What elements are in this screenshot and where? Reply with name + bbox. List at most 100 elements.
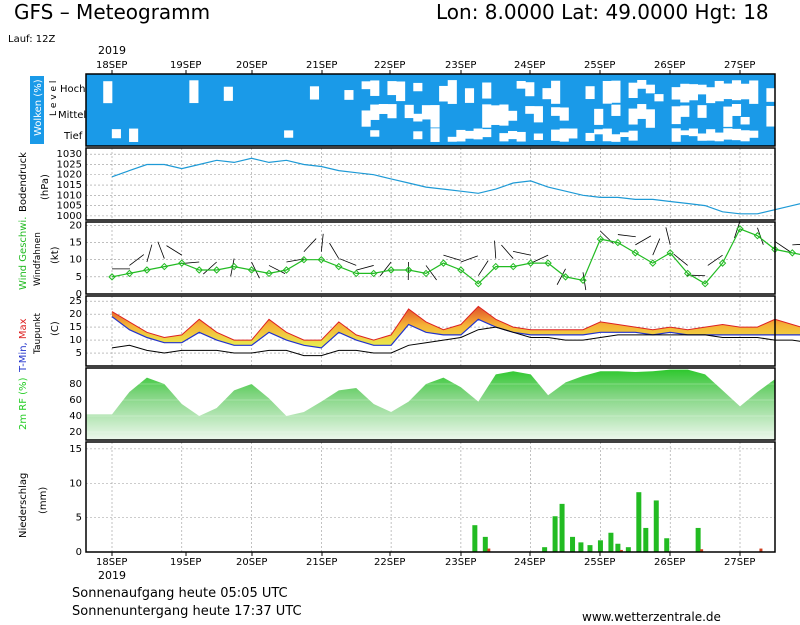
wind-marker: [230, 262, 238, 271]
wind-marker: [335, 262, 343, 271]
precip-bar: [636, 492, 642, 552]
level-label-mid: Mittel: [58, 110, 86, 121]
precip-bar: [472, 525, 478, 552]
cloud-gap: [714, 132, 724, 142]
y-tick-label: 10: [69, 335, 82, 346]
cloud-gap: [680, 83, 690, 103]
wind-marker: [247, 266, 256, 274]
wind-barb: [673, 253, 688, 266]
wind-marker: [125, 269, 134, 278]
dewpoint-axis-label: Taupunkt: [33, 312, 43, 355]
wind-marker: [387, 266, 395, 274]
cloud-gap: [482, 129, 492, 138]
date-label-bottom: 19SEP: [170, 557, 201, 568]
cloud-gap: [533, 133, 543, 140]
cloud-gap: [542, 88, 552, 100]
cloud-gap: [697, 105, 707, 118]
cloud-gap: [482, 104, 492, 128]
wind-marker: [404, 266, 413, 274]
date-label-bottom: 21SEP: [306, 557, 337, 568]
date-label-bottom: 26SEP: [654, 557, 685, 568]
cloud-gap: [559, 128, 569, 142]
wind-marker: [579, 276, 587, 284]
cloud-gap: [740, 116, 750, 125]
level-label-high: Hoch: [60, 84, 85, 95]
y-tick-label: 15: [69, 322, 82, 333]
cloud-gap: [714, 80, 724, 102]
date-label-bottom: 23SEP: [445, 557, 476, 568]
cloud-gap: [637, 80, 647, 89]
wind-marker: [369, 269, 378, 278]
cloud-gap: [430, 128, 440, 142]
cloud-axis-label: Wolken (%): [33, 79, 44, 136]
cloud-gap: [731, 128, 742, 141]
cloud-gap: [499, 133, 509, 142]
y-tick-label: 5: [76, 513, 82, 524]
wind-marker: [143, 266, 151, 274]
cloud-gap: [499, 104, 509, 126]
wind-marker: [701, 280, 709, 288]
wind-barb: [251, 261, 260, 279]
cloud-gap: [533, 106, 543, 123]
cloud-gap: [731, 104, 742, 116]
date-label-bottom: 22SEP: [374, 557, 405, 568]
precip-bar: [552, 516, 558, 552]
cloud-gap: [223, 86, 233, 101]
cloud-gap: [189, 80, 199, 104]
date-label-top: 27SEP: [724, 60, 755, 71]
cloud-gap: [387, 104, 397, 119]
cloud-gap: [680, 130, 690, 136]
wind-barb: [320, 233, 324, 252]
y-tick-label: 1000: [57, 211, 82, 222]
cloud-gap: [671, 128, 681, 142]
dewpoint-line: [111, 326, 800, 357]
y-tick-label: 20: [69, 309, 82, 320]
precip-conv-bar: [487, 548, 491, 552]
wind-marker: [526, 259, 535, 267]
cloud-gap: [456, 129, 466, 142]
cloud-gap: [611, 134, 621, 142]
y-tick-label: 10: [69, 255, 82, 266]
wind-barb: [652, 238, 661, 256]
cloud-gap: [628, 130, 638, 141]
cloud-gap: [559, 107, 569, 121]
wind-barb: [494, 240, 497, 259]
cloud-frame: [85, 73, 776, 147]
precip-bar: [578, 542, 584, 552]
temp-axis-label: T-Min, Max: [18, 318, 29, 373]
tmax-line: [111, 305, 800, 341]
cloud-gap: [525, 106, 535, 114]
wind-marker: [212, 266, 221, 274]
cloud-gap: [370, 80, 380, 96]
cloud-gap: [628, 108, 638, 125]
precip-bar: [643, 527, 649, 552]
cloud-gap: [654, 94, 664, 102]
wind-marker: [457, 266, 465, 274]
temp-range-area: [112, 306, 800, 348]
cloud-gap: [697, 133, 707, 141]
wind-marker: [683, 269, 692, 278]
page-title: GFS – Meteogramm: [14, 0, 211, 24]
cloud-gap: [628, 82, 638, 98]
year-bottom: 2019: [98, 569, 126, 582]
precip-conv-bar: [759, 548, 763, 552]
cloud-gap: [645, 109, 655, 128]
precip-bar: [482, 536, 488, 552]
y-tick-label: 15: [69, 444, 82, 455]
wind-marker: [736, 225, 744, 233]
y-tick-label: 0: [76, 547, 82, 558]
wind-barb: [665, 227, 671, 245]
cloud-level-label: L e v e l: [49, 81, 59, 116]
cloud-gap: [111, 129, 121, 139]
wind-barb: [460, 255, 478, 263]
cloud-gap: [637, 104, 647, 119]
panel-frame: [85, 441, 776, 553]
wind-barb: [356, 265, 374, 271]
wind-marker: [771, 245, 779, 254]
date-label-top: 19SEP: [170, 60, 201, 71]
wind-barb: [339, 258, 357, 266]
wind-barb: [707, 254, 723, 266]
panel-frame: [85, 367, 776, 441]
cloud-gap: [447, 80, 457, 104]
